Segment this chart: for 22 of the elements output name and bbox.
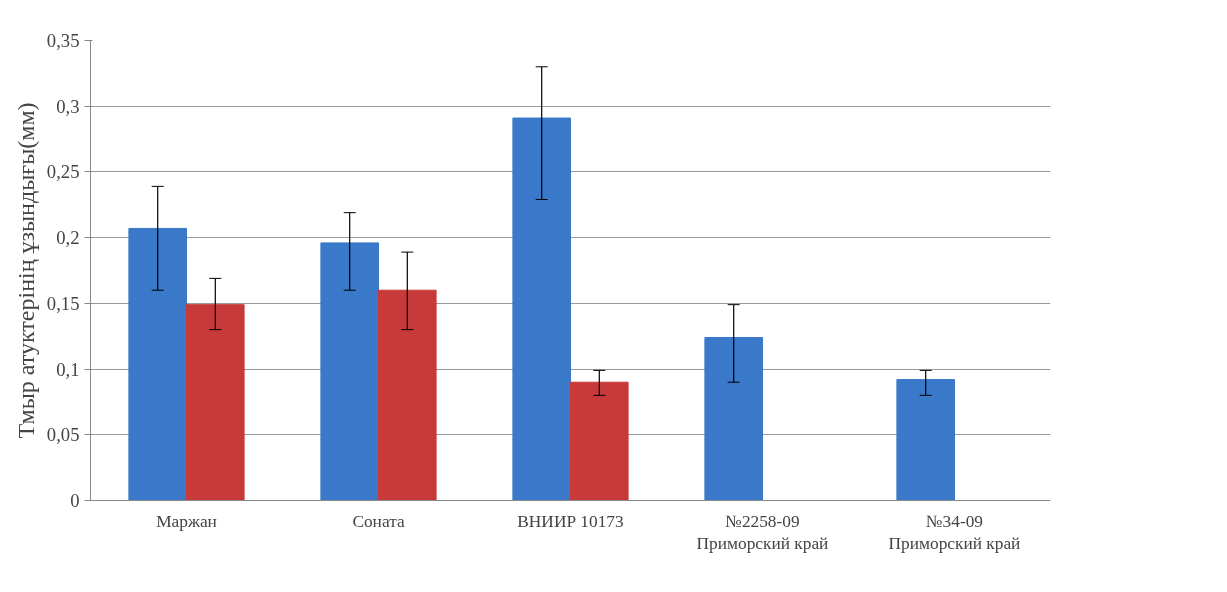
y-tick-label: 0,25	[46, 161, 80, 183]
y-tick-label: 0,2	[56, 227, 80, 249]
y-tick-label: 0,1	[56, 358, 80, 380]
bar	[512, 117, 571, 501]
bar	[378, 289, 437, 501]
y-tick-label: 0	[70, 490, 80, 511]
bar	[320, 242, 379, 501]
bar	[570, 381, 629, 501]
y-tick-label: 0,15	[46, 292, 80, 314]
bar	[896, 379, 955, 501]
bar	[704, 337, 763, 501]
bar	[186, 304, 245, 501]
x-tick-label: №34-09 Приморский край	[888, 511, 1021, 554]
x-tick-label: Маржан	[156, 511, 217, 531]
x-tick-label: №2258-09 Приморский край	[696, 511, 829, 554]
x-tick-label: Соната	[352, 511, 405, 531]
y-tick-label: 0,05	[46, 424, 80, 446]
y-axis-title: Тмыр атуктерінің ұзындығы(мм)	[12, 102, 39, 439]
bar	[128, 227, 187, 501]
x-tick-label: ВНИИР 10173	[517, 511, 624, 531]
y-tick-label: 0,35	[46, 30, 80, 51]
y-tick-label: 0,3	[56, 95, 80, 117]
